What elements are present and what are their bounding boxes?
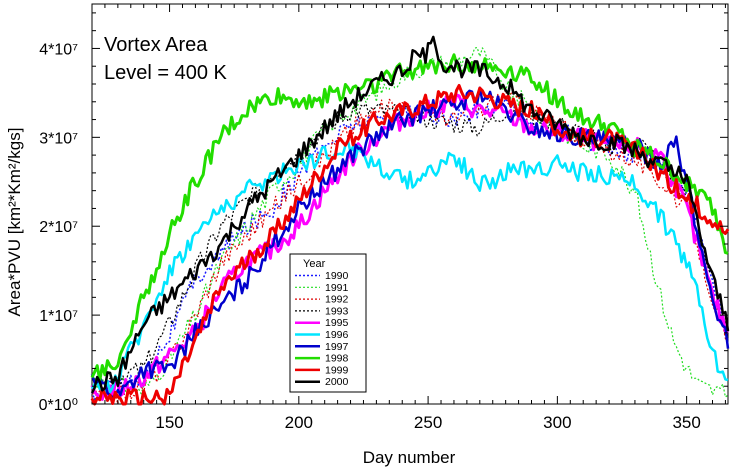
x-tick-label: 350 [672, 413, 700, 432]
legend-label-2000: 2000 [325, 376, 349, 388]
x-tick-labels: 150 200 250 300 350 [155, 413, 700, 432]
y-tick-label: 4*10⁷ [39, 41, 78, 58]
series-line-1996 [90, 139, 729, 394]
series-line-1991 [91, 46, 729, 398]
y-tick-labels: 0*10⁰ 1*10⁷ 2*10⁷ 3*10⁷ 4*10⁷ [39, 41, 79, 414]
chart-subtitle: Level = 400 K [104, 62, 228, 84]
legend-label-1992: 1992 [325, 294, 349, 306]
y-tick-label: 3*10⁷ [39, 130, 78, 147]
y-tick-label: 2*10⁷ [39, 219, 78, 236]
y-tick-label: 1*10⁷ [39, 308, 78, 325]
series-line-1992 [91, 89, 729, 405]
legend-title: Year [303, 258, 326, 270]
x-tick-label: 300 [543, 413, 571, 432]
x-tick-label: 250 [414, 413, 442, 432]
legend-label-1998: 1998 [325, 353, 349, 365]
legend: Year199019911992199319951996199719981999… [289, 253, 367, 393]
legend-label-1996: 1996 [325, 329, 349, 341]
legend-label-1991: 1991 [325, 282, 349, 294]
tick-layer [92, 4, 728, 405]
y-axis-label: Area*PVU [km²*Km²/kgs] [5, 128, 24, 317]
plot-area [90, 3, 730, 406]
legend-label-1990: 1990 [325, 270, 349, 282]
series-line-1999 [90, 84, 730, 406]
x-axis-label: Day number [363, 448, 456, 467]
series-line-2000 [90, 35, 730, 394]
legend-label-1997: 1997 [325, 341, 349, 353]
legend-label-1995: 1995 [325, 317, 349, 329]
x-tick-label: 150 [155, 413, 183, 432]
chart-title: Vortex Area [104, 34, 208, 56]
y-tick-label: 0*10⁰ [39, 397, 78, 414]
x-tick-label: 200 [285, 413, 313, 432]
legend-label-1993: 1993 [325, 305, 349, 317]
series-layer [90, 35, 730, 406]
legend-label-1999: 1999 [325, 364, 349, 376]
